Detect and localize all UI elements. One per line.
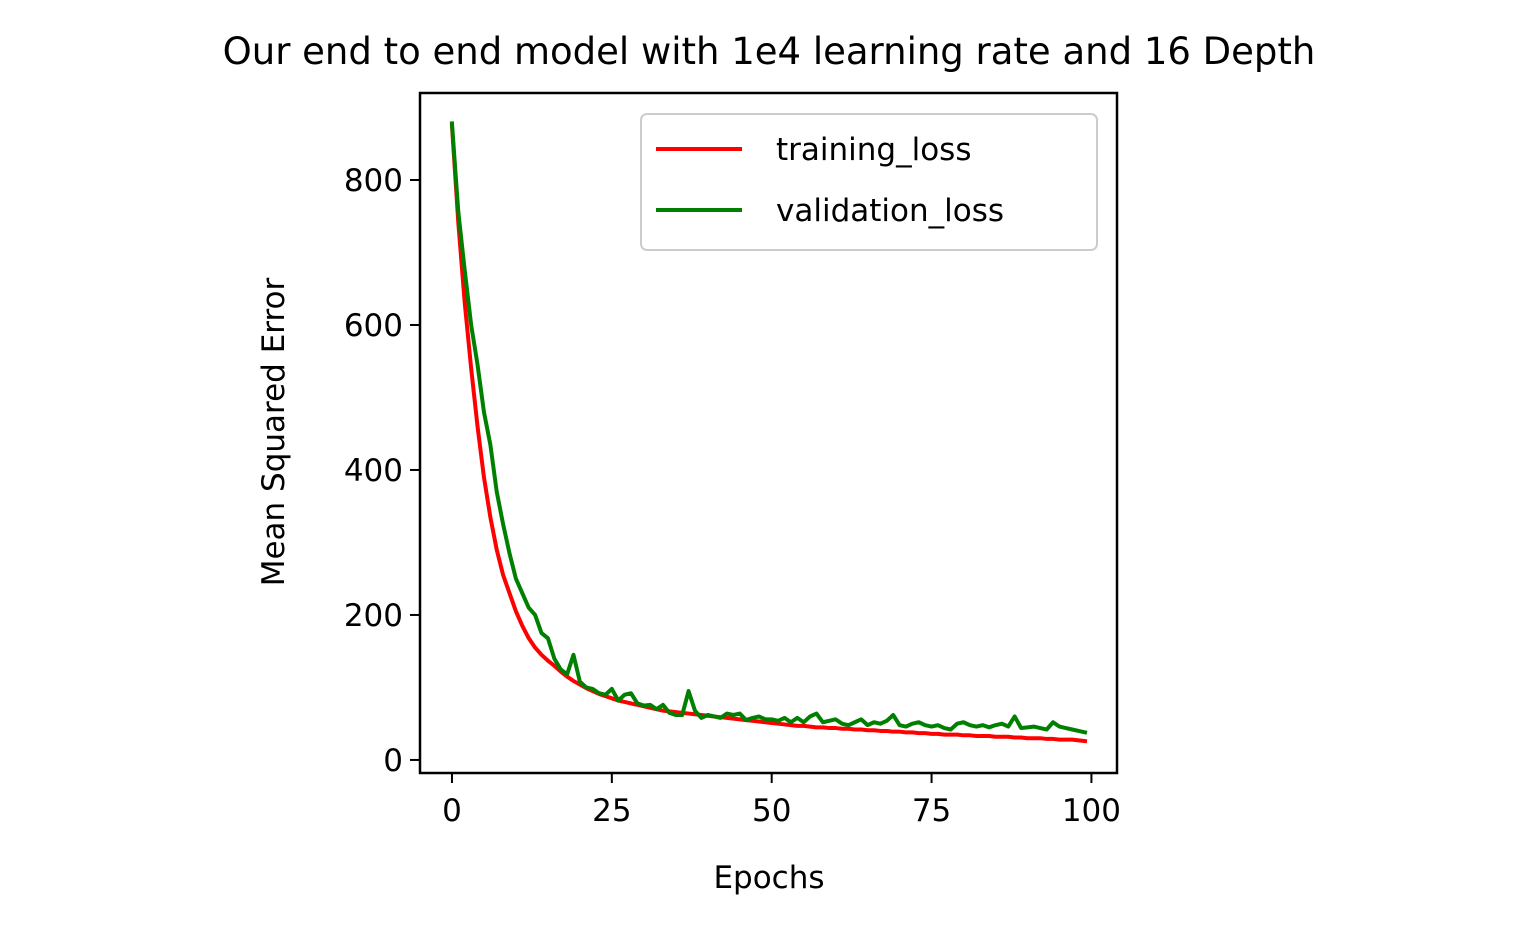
y-tick-label: 800	[344, 163, 403, 199]
plot-area: 0 25 50 75 100 0 200 400 600 800 training_lossvali…	[344, 91, 1121, 829]
y-tick-label: 600	[344, 308, 403, 344]
chart-title: Our end to end model with 1e4 learning r…	[223, 30, 1316, 73]
legend-label-validation_loss: validation_loss	[776, 193, 1004, 229]
x-tick-label: 50	[752, 793, 791, 829]
plot-frame	[418, 91, 1119, 775]
legend-label-training_loss: training_loss	[776, 132, 971, 168]
x-tick-label: 25	[592, 793, 631, 829]
legend-box	[640, 113, 1098, 251]
x-axis-title: Epochs	[713, 860, 824, 896]
y-tick-label: 0	[383, 743, 403, 779]
x-tick-label: 0	[442, 793, 462, 829]
series-line-training_loss	[449, 123, 1088, 744]
x-tick-label: 100	[1062, 793, 1121, 829]
series-line-validation_loss	[449, 121, 1088, 735]
y-tick-label: 200	[344, 598, 403, 634]
y-axis-title: Mean Squared Error	[256, 277, 292, 586]
x-tick-label: 75	[912, 793, 951, 829]
y-tick-label: 400	[344, 453, 403, 489]
legend: training_loss validation_loss	[640, 113, 1098, 251]
